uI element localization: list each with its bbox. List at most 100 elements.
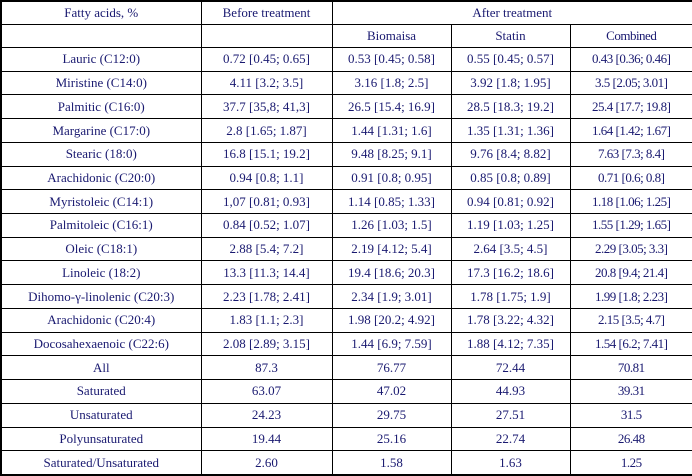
value-statin: 1.78 [3.22; 4.32]: [450, 307, 571, 333]
table-row: Polyunsaturated 19.44 25.16 22.74 26.48: [0, 426, 692, 452]
header-row-sub: Biomaisa Statin Combined: [0, 24, 692, 48]
fatty-acid-label: Palmitoleic (C16:1): [0, 213, 202, 238]
value-before: 16.8 [15.1; 19.2]: [200, 141, 333, 167]
value-before: 1.83 [1.1; 2.3]: [200, 307, 333, 333]
value-biomaisa: 2.19 [4.12; 5.4]: [331, 236, 452, 262]
fatty-acid-label: Margarine (C17:0): [0, 118, 202, 143]
value-combined: 2.15 [3.5; 4.7]: [569, 307, 692, 333]
value-biomaisa: 1.58: [331, 450, 452, 476]
table-row: Stearic (18:0) 16.8 [15.1; 19.2] 9.48 [8…: [0, 141, 692, 167]
fatty-acid-label: Lauric (C12:0): [0, 47, 202, 72]
fatty-acid-label: Arachidonic (C20:0): [0, 165, 202, 191]
value-before: 24.23: [200, 402, 333, 428]
value-combined: 1.55 [1.29; 1.65]: [569, 213, 692, 238]
value-before: 0.94 [0.8; 1.1]: [200, 165, 333, 191]
value-before: 0.84 [0.52; 1.07]: [200, 213, 333, 238]
value-combined: 20.8 [9.4; 21.4]: [569, 260, 692, 286]
summary-label: All: [0, 355, 202, 381]
empty-header-cell: [0, 24, 202, 48]
value-statin: 9.76 [8.4; 8.82]: [450, 141, 571, 167]
value-biomaisa: 0.91 [0.8; 0.95]: [331, 165, 452, 191]
value-before: 13.3 [11.3; 14.4]: [200, 260, 333, 286]
column-header-statin: Statin: [450, 24, 571, 48]
fatty-acid-label: Arachidonic (C20:4): [0, 307, 202, 333]
value-before: 1,07 [0.81; 0.93]: [200, 189, 333, 215]
value-combined: 26.48: [569, 426, 692, 452]
table-row: Oleic (C18:1) 2.88 [5.4; 7.2] 2.19 [4.12…: [0, 236, 692, 262]
value-before: 37.7 [35,8; 41,3]: [200, 94, 333, 120]
value-combined: 1.25: [569, 450, 692, 476]
column-header-combined: Combined: [569, 24, 692, 48]
table-row: Linoleic (18:2) 13.3 [11.3; 14.4] 19.4 […: [0, 260, 692, 286]
value-biomaisa: 19.4 [18.6; 20.3]: [331, 260, 452, 286]
table-row: Docosahexaenoic (C22:6) 2.08 [2.89; 3.15…: [0, 331, 692, 357]
value-combined: 1.64 [1.42; 1.67]: [569, 118, 692, 143]
value-before: 2.88 [5.4; 7.2]: [200, 236, 333, 262]
value-statin: 0.85 [0.8; 0.89]: [450, 165, 571, 191]
value-before: 2.60: [200, 450, 333, 476]
fatty-acid-label: Docosahexaenoic (C22:6): [0, 331, 202, 357]
value-before: 2.23 [1.78; 2.41]: [200, 284, 333, 309]
value-before: 19.44: [200, 426, 333, 452]
table-row: Arachidonic (C20:0) 0.94 [0.8; 1.1] 0.91…: [0, 165, 692, 191]
column-header-before-treatment: Before treatment: [200, 0, 333, 25]
header-row-main: Fatty acids, % Before treatment After tr…: [0, 0, 692, 25]
fatty-acid-label: Stearic (18:0): [0, 141, 202, 167]
value-before: 0.72 [0.45; 0.65]: [200, 47, 333, 72]
value-biomaisa: 9.48 [8.25; 9.1]: [331, 141, 452, 167]
value-statin: 1.35 [1.31; 1.36]: [450, 118, 571, 143]
summary-label: Saturated/Unsaturated: [0, 450, 202, 476]
value-biomaisa: 0.53 [0.45; 0.58]: [331, 47, 452, 72]
value-before: 4.11 [3.2; 3.5]: [200, 70, 333, 96]
value-statin: 28.5 [18.3; 19.2]: [450, 94, 571, 120]
value-biomaisa: 26.5 [15.4; 16.9]: [331, 94, 452, 120]
value-statin: 1.78 [1.75; 1.9]: [450, 284, 571, 309]
table-row: Saturated 63.07 47.02 44.93 39.31: [0, 379, 692, 404]
fatty-acid-label: Miristine (C14:0): [0, 70, 202, 96]
fatty-acid-label: Dihomo-γ-linolenic (C20:3): [0, 284, 202, 309]
fatty-acid-label: Palmitic (C16:0): [0, 94, 202, 120]
value-biomaisa: 47.02: [331, 379, 452, 404]
table-row: Miristine (C14:0) 4.11 [3.2; 3.5] 3.16 […: [0, 70, 692, 96]
value-statin: 0.94 [0.81; 0.92]: [450, 189, 571, 215]
table-row: Margarine (C17:0) 2.8 [1.65; 1.87] 1.44 …: [0, 118, 692, 143]
value-statin: 1.19 [1.03; 1.25]: [450, 213, 571, 238]
summary-label: Unsaturated: [0, 402, 202, 428]
column-header-biomaisa: Biomaisa: [331, 24, 452, 48]
value-combined: 1.54 [6.2; 7.41]: [569, 331, 692, 357]
value-statin: 2.64 [3.5; 4.5]: [450, 236, 571, 262]
table-row: Myristoleic (C14:1) 1,07 [0.81; 0.93] 1.…: [0, 189, 692, 215]
value-biomaisa: 1.26 [1.03; 1.5]: [331, 213, 452, 238]
fatty-acid-label: Linoleic (18:2): [0, 260, 202, 286]
value-combined: 2.29 [3.05; 3.3]: [569, 236, 692, 262]
value-statin: 27.51: [450, 402, 571, 428]
value-combined: 39.31: [569, 379, 692, 404]
value-biomaisa: 29.75: [331, 402, 452, 428]
fatty-acid-label: Myristoleic (C14:1): [0, 189, 202, 215]
table-row: Arachidonic (C20:4) 1.83 [1.1; 2.3] 1.98…: [0, 307, 692, 333]
table-row: Palmitic (C16:0) 37.7 [35,8; 41,3] 26.5 …: [0, 94, 692, 120]
table-row: Lauric (C12:0) 0.72 [0.45; 0.65] 0.53 [0…: [0, 47, 692, 72]
value-biomaisa: 2.34 [1.9; 3.01]: [331, 284, 452, 309]
empty-header-cell: [200, 24, 333, 48]
column-header-fatty-acids: Fatty acids, %: [0, 0, 202, 25]
value-combined: 0.71 [0.6; 0.8]: [569, 165, 692, 191]
value-statin: 0.55 [0.45; 0.57]: [450, 47, 571, 72]
value-combined: 25.4 [17.7; 19.8]: [569, 94, 692, 120]
value-statin: 72.44: [450, 355, 571, 381]
value-before: 63.07: [200, 379, 333, 404]
summary-label: Polyunsaturated: [0, 426, 202, 452]
value-statin: 17.3 [16.2; 18.6]: [450, 260, 571, 286]
value-statin: 1.88 [4.12; 7.35]: [450, 331, 571, 357]
value-before: 2.8 [1.65; 1.87]: [200, 118, 333, 143]
value-biomaisa: 25.16: [331, 426, 452, 452]
value-before: 87.3: [200, 355, 333, 381]
table-row: All 87.3 76.77 72.44 70.81: [0, 355, 692, 381]
value-biomaisa: 1.44 [1.31; 1.6]: [331, 118, 452, 143]
value-combined: 0.43 [0.36; 0.46]: [569, 47, 692, 72]
value-combined: 3.5 [2.05; 3.01]: [569, 70, 692, 96]
value-biomaisa: 1.44 [6.9; 7.59]: [331, 331, 452, 357]
value-statin: 1.63: [450, 450, 571, 476]
column-header-after-treatment: After treatment: [331, 0, 692, 25]
